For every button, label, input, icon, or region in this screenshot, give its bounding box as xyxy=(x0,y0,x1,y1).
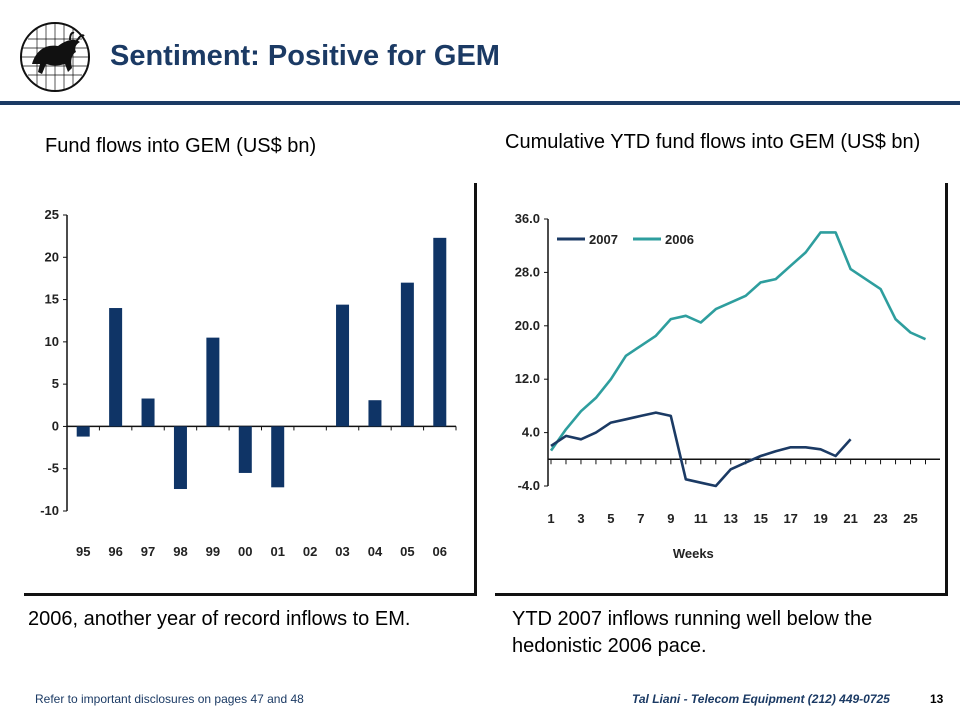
bar-04 xyxy=(368,400,382,427)
right-chart-caption: Cumulative YTD fund flows into GEM (US$ … xyxy=(505,131,921,153)
x-tick-label: 01 xyxy=(270,544,284,559)
y-tick-label: 15 xyxy=(45,292,59,307)
bar-chart-panel: 25 20 15 10 5 0 -5 -10 95 96 97 98 99 00 01 02 03 04 05 06 xyxy=(24,183,477,596)
x-tick-label: 25 xyxy=(903,511,917,526)
y-tick-label: 25 xyxy=(45,207,59,222)
y-tick-label: -10 xyxy=(40,503,59,518)
analyst-contact: Tal Liani - Telecom Equipment (212) 449-… xyxy=(632,692,890,706)
legend-label-2007: 2007 xyxy=(589,232,618,247)
x-tick-label: 23 xyxy=(873,511,887,526)
x-tick-label: 3 xyxy=(577,511,584,526)
x-tick-label: 19 xyxy=(813,511,827,526)
x-axis-title: Weeks xyxy=(673,546,714,561)
y-tick-label: -4.0 xyxy=(518,478,540,493)
x-tick-label: 15 xyxy=(753,511,767,526)
x-tick-label: 95 xyxy=(76,544,90,559)
y-tick-label: -5 xyxy=(47,461,59,476)
x-tick-label: 99 xyxy=(206,544,220,559)
x-tick-label: 9 xyxy=(667,511,674,526)
x-tick-label: 02 xyxy=(303,544,317,559)
x-tick-label: 21 xyxy=(843,511,857,526)
bar-03 xyxy=(336,304,350,427)
y-tick-label: 4.0 xyxy=(522,425,540,440)
x-tick-label: 06 xyxy=(433,544,447,559)
x-tick-label: 00 xyxy=(238,544,252,559)
page-title: Sentiment: Positive for GEM xyxy=(110,40,500,72)
x-tick-label: 03 xyxy=(335,544,349,559)
legend-label-2006: 2006 xyxy=(665,232,694,247)
left-chart-note: 2006, another year of record inflows to … xyxy=(28,608,411,630)
x-tick-label: 04 xyxy=(368,544,383,559)
disclosure-note: Refer to important disclosures on pages … xyxy=(35,692,304,706)
bar-98 xyxy=(173,426,187,490)
x-tick-label: 7 xyxy=(637,511,644,526)
line-chart-panel: 36.0 28.0 20.0 12.0 4.0 -4.0 1 3 5 7 9 11 13 15 17 19 21… xyxy=(495,183,948,596)
bar-99 xyxy=(206,337,220,427)
line-chart: 36.028.020.012.04.0-4.01 3 5 7 9 11 13 15 17 19 21… xyxy=(515,211,940,561)
bar-00 xyxy=(238,426,252,473)
bar-06 xyxy=(433,237,447,427)
x-tick-label: 5 xyxy=(607,511,614,526)
x-tick-label: 13 xyxy=(724,511,738,526)
page-number: 13 xyxy=(930,692,944,706)
bar-96 xyxy=(109,308,123,427)
y-tick-label: 36.0 xyxy=(515,211,540,226)
x-tick-label: 11 xyxy=(694,511,708,526)
bar-95 xyxy=(76,426,90,437)
x-tick-label: 96 xyxy=(108,544,122,559)
x-tick-label: 05 xyxy=(400,544,414,559)
y-tick-label: 0 xyxy=(52,418,59,433)
left-chart-caption: Fund flows into GEM (US$ bn) xyxy=(45,135,317,157)
title-divider xyxy=(0,101,960,105)
bar-01 xyxy=(271,426,285,488)
bull-logo-icon xyxy=(20,22,90,92)
y-tick-label: 20.0 xyxy=(515,318,540,333)
x-tick-label: 17 xyxy=(783,511,797,526)
bar-chart: 25 20 15 10 5 0 -5 -10 95 96 97 98 99 00 01 02 03 04 05 06 xyxy=(40,207,457,559)
series-2007-line xyxy=(550,411,852,488)
bar-05 xyxy=(400,282,414,427)
bar-97 xyxy=(141,398,155,427)
series-2006-line xyxy=(549,231,927,452)
x-tick-label: 97 xyxy=(141,544,155,559)
x-tick-label: 98 xyxy=(173,544,187,559)
x-tick-label: 1 xyxy=(547,511,554,526)
y-tick-label: 5 xyxy=(52,376,59,391)
y-tick-label: 20 xyxy=(45,249,59,264)
y-tick-label: 28.0 xyxy=(515,264,540,279)
y-tick-label: 10 xyxy=(45,334,59,349)
y-tick-label: 12.0 xyxy=(515,371,540,386)
right-chart-note: YTD 2007 inflows running well below the … xyxy=(512,608,873,657)
